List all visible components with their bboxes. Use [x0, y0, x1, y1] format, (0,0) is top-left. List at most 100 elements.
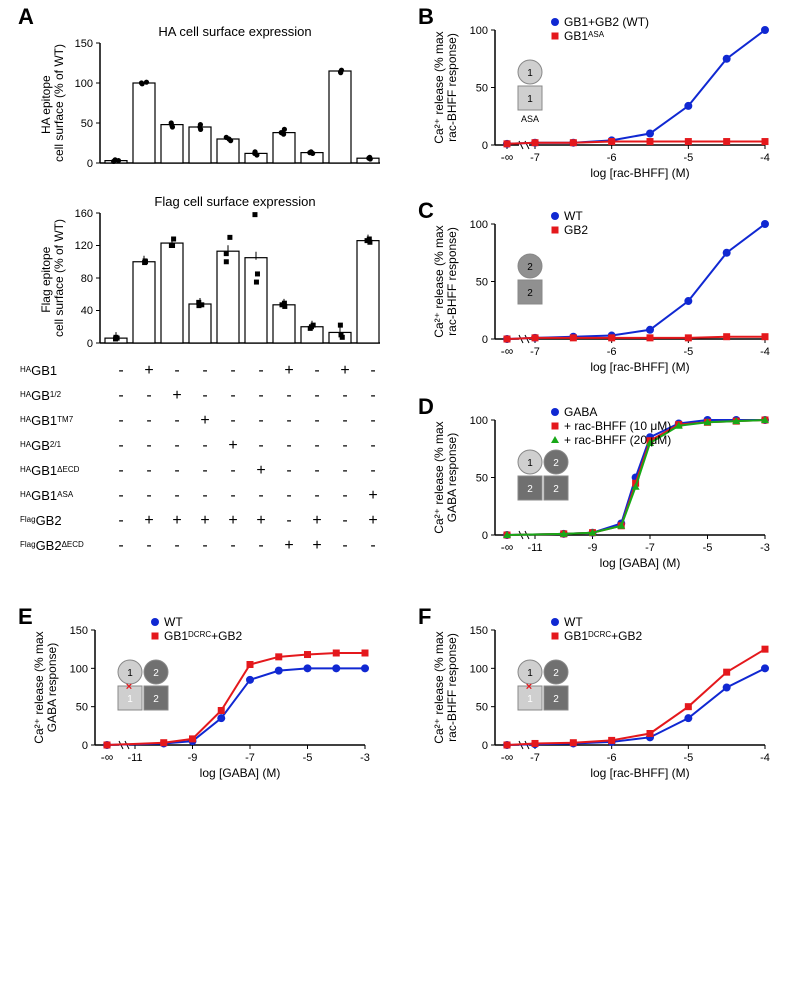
svg-text:×: ×: [126, 681, 132, 693]
flag-bars: [105, 212, 379, 343]
svg-text:-: -: [174, 412, 179, 429]
svg-text:-∞: -∞: [501, 750, 514, 764]
svg-text:GB1DCRC+GB2: GB1DCRC+GB2: [564, 629, 642, 643]
svg-text:+: +: [144, 362, 153, 379]
svg-text:FlagGB2: FlagGB2: [20, 513, 62, 528]
svg-text:-: -: [202, 387, 207, 404]
svg-text:-: -: [370, 362, 375, 379]
svg-text:log [GABA] (M): log [GABA] (M): [200, 766, 281, 780]
svg-text:-: -: [118, 412, 123, 429]
svg-text:-: -: [146, 437, 151, 454]
svg-text:-∞: -∞: [501, 150, 514, 164]
svg-text:-3: -3: [760, 542, 770, 554]
svg-text:1: 1: [527, 458, 533, 469]
svg-text:-: -: [118, 362, 123, 379]
svg-text:-: -: [370, 537, 375, 554]
svg-text:Ca²⁺ release (% maxGABA respon: Ca²⁺ release (% maxGABA response): [432, 421, 459, 533]
svg-text:-: -: [202, 487, 207, 504]
svg-text:0: 0: [482, 740, 488, 752]
svg-text:+ rac-BHFF (10 μM): + rac-BHFF (10 μM): [564, 419, 671, 433]
svg-text:HAGB1/2: HAGB1/2: [20, 388, 62, 403]
svg-text:-: -: [118, 437, 123, 454]
svg-text:-5: -5: [683, 346, 693, 358]
svg-text:-: -: [314, 387, 319, 404]
svg-text:+: +: [200, 512, 209, 529]
svg-text:-5: -5: [703, 542, 713, 554]
svg-text:-9: -9: [188, 752, 198, 764]
svg-text:-: -: [286, 387, 291, 404]
svg-text:-: -: [370, 387, 375, 404]
svg-text:50: 50: [476, 83, 488, 95]
svg-text:-: -: [258, 362, 263, 379]
svg-text:-11: -11: [127, 752, 142, 764]
svg-text:Ca²⁺ release (% maxrac-BHFF re: Ca²⁺ release (% maxrac-BHFF response): [432, 631, 459, 743]
svg-text:+: +: [200, 412, 209, 429]
svg-text:-: -: [370, 462, 375, 479]
svg-text:-9: -9: [588, 542, 598, 554]
svg-text:-: -: [342, 437, 347, 454]
svg-text:+: +: [284, 362, 293, 379]
svg-text:100: 100: [470, 663, 488, 675]
svg-text:-: -: [314, 362, 319, 379]
svg-text:-: -: [342, 462, 347, 479]
svg-text:-: -: [146, 537, 151, 554]
svg-text:-6: -6: [607, 152, 617, 164]
svg-text:-: -: [202, 437, 207, 454]
svg-text:-5: -5: [683, 152, 693, 164]
svg-text:100: 100: [470, 25, 488, 37]
svg-text:-: -: [174, 362, 179, 379]
svg-text:-: -: [118, 462, 123, 479]
svg-text:1: 1: [527, 694, 533, 705]
svg-text:-7: -7: [530, 346, 540, 358]
svg-text:2: 2: [153, 694, 159, 705]
svg-text:×: ×: [526, 681, 532, 693]
svg-text:-: -: [202, 537, 207, 554]
flag-title: Flag cell surface expression: [154, 194, 315, 209]
svg-text:120: 120: [75, 240, 93, 252]
svg-text:GB1+GB2 (WT): GB1+GB2 (WT): [564, 15, 649, 29]
svg-text:-4: -4: [760, 152, 770, 164]
svg-text:50: 50: [476, 277, 488, 289]
svg-text:-: -: [146, 487, 151, 504]
svg-text:0: 0: [482, 530, 488, 542]
svg-text:-6: -6: [607, 346, 617, 358]
svg-text:-: -: [314, 437, 319, 454]
svg-text:2: 2: [553, 458, 559, 469]
svg-text:-: -: [230, 387, 235, 404]
condition-matrix: HAGB1-+----+-+-HAGB1/2--+-------HAGB1TM7…: [20, 362, 378, 554]
svg-text:150: 150: [470, 625, 488, 637]
svg-text:+ rac-BHFF (20 μM): + rac-BHFF (20 μM): [564, 433, 671, 447]
svg-text:-: -: [370, 412, 375, 429]
svg-text:+: +: [256, 512, 265, 529]
svg-text:+: +: [256, 462, 265, 479]
svg-text:50: 50: [476, 473, 488, 485]
svg-text:-: -: [202, 362, 207, 379]
svg-text:-: -: [146, 387, 151, 404]
svg-text:2: 2: [527, 484, 533, 495]
panel-b-svg: 050100Ca²⁺ release (% maxrac-BHFF respon…: [420, 10, 790, 200]
svg-text:1: 1: [527, 68, 533, 79]
svg-text:+: +: [172, 387, 181, 404]
svg-text:-7: -7: [245, 752, 255, 764]
svg-text:Ca²⁺ release (% maxrac-BHFF re: Ca²⁺ release (% maxrac-BHFF response): [432, 225, 459, 337]
svg-text:-5: -5: [683, 752, 693, 764]
panel-c-svg: 0 50 100 Ca²⁺ release (% maxrac-BHFF respon…: [420, 204, 790, 394]
svg-text:HAGB1ΔECD: HAGB1ΔECD: [20, 463, 80, 478]
svg-text:GABA: GABA: [564, 405, 597, 419]
svg-text:-: -: [286, 487, 291, 504]
svg-text:+: +: [144, 512, 153, 529]
svg-text:0: 0: [482, 334, 488, 346]
svg-text:-: -: [118, 387, 123, 404]
svg-text:0: 0: [82, 740, 88, 752]
svg-text:80: 80: [81, 273, 93, 285]
svg-text:-: -: [230, 362, 235, 379]
svg-text:-: -: [118, 487, 123, 504]
svg-text:100: 100: [470, 219, 488, 231]
svg-text:-4: -4: [760, 752, 770, 764]
svg-text:150: 150: [75, 38, 93, 50]
svg-text:2: 2: [153, 668, 159, 679]
svg-text:+: +: [368, 512, 377, 529]
svg-text:-: -: [230, 537, 235, 554]
svg-text:log [GABA] (M): log [GABA] (M): [600, 556, 681, 570]
svg-text:+: +: [312, 512, 321, 529]
